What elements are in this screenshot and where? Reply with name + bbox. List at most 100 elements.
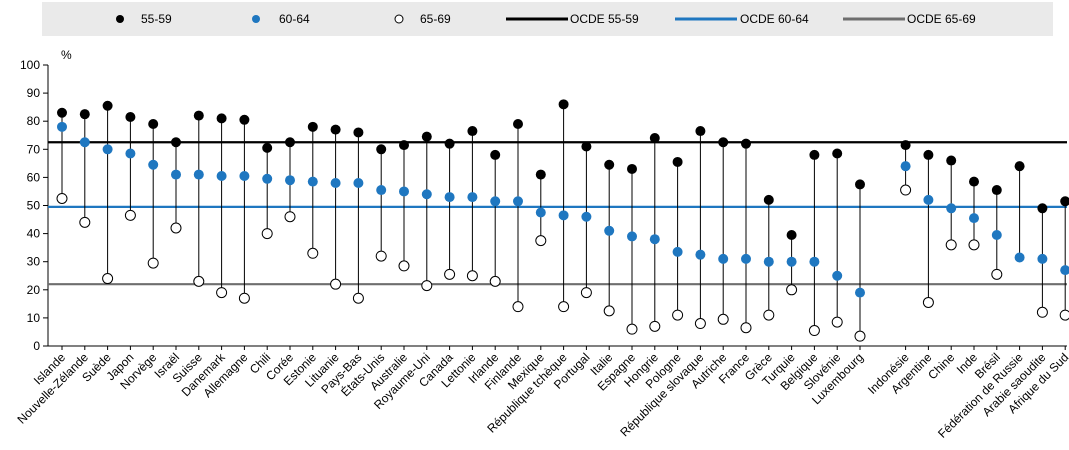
y-tick-label: 70 — [27, 142, 41, 156]
point-65-69 — [102, 273, 114, 285]
point-65-69 — [786, 284, 798, 296]
point-55-59 — [262, 142, 273, 153]
point-65-69 — [307, 247, 319, 259]
point-60-64 — [1037, 253, 1048, 264]
point-60-64 — [262, 173, 273, 184]
point-55-59 — [763, 194, 774, 205]
point-65-69 — [170, 222, 182, 234]
point-60-64 — [490, 196, 501, 207]
point-60-64 — [581, 211, 592, 222]
point-55-59 — [604, 159, 615, 170]
point-60-64 — [741, 253, 751, 264]
point-65-69 — [1036, 306, 1048, 318]
point-55-59 — [399, 140, 409, 151]
point-55-59 — [558, 99, 569, 110]
y-tick-label: 40 — [27, 227, 41, 241]
point-65-69 — [1059, 309, 1069, 321]
y-axis: 0 10 20 30 40 50 60 70 80 90 100 — [20, 58, 49, 353]
point-55-59 — [718, 137, 729, 148]
point-55-59 — [991, 185, 1002, 196]
legend-label-0: 55-59 — [141, 12, 172, 26]
point-65-69 — [626, 323, 638, 335]
point-60-64 — [239, 170, 250, 181]
point-65-69 — [421, 280, 433, 292]
point-55-59 — [239, 114, 250, 125]
point-65-69 — [580, 287, 592, 299]
point-60-64 — [330, 178, 341, 189]
point-55-59 — [809, 149, 820, 160]
point-60-64 — [969, 213, 979, 224]
point-65-69 — [398, 260, 410, 272]
point-55-59 — [672, 156, 683, 167]
y-tick-label: 20 — [27, 283, 41, 297]
point-55-59 — [467, 126, 478, 137]
legend-label-4: OCDE 60-64 — [740, 12, 809, 26]
point-55-59 — [490, 149, 501, 160]
point-65-69 — [261, 228, 273, 240]
point-65-69 — [535, 235, 547, 247]
point-65-69 — [558, 301, 570, 313]
y-tick-label: 60 — [27, 170, 41, 184]
point-65-69 — [193, 275, 205, 287]
point-55-59 — [535, 169, 546, 180]
legend-label-5: OCDE 65-69 — [907, 12, 976, 26]
point-55-59 — [353, 127, 364, 138]
point-55-59 — [444, 138, 455, 149]
point-65-69 — [56, 192, 68, 204]
point-60-64 — [57, 121, 67, 132]
category-label: Chine — [925, 350, 957, 382]
point-55-59 — [786, 230, 797, 241]
point-65-69 — [694, 318, 706, 330]
point-55-59 — [627, 163, 637, 174]
legend-label-2: 65-69 — [420, 12, 451, 26]
point-60-64 — [558, 210, 569, 221]
point-65-69 — [808, 325, 820, 337]
point-65-69 — [352, 292, 364, 304]
point-55-59 — [1037, 203, 1048, 214]
point-65-69 — [79, 216, 91, 228]
stems — [61, 104, 1066, 337]
point-65-69 — [147, 257, 159, 269]
point-65-69 — [717, 313, 729, 325]
markers — [56, 99, 1069, 342]
point-60-64 — [353, 178, 364, 189]
point-65-69 — [603, 305, 615, 317]
y-tick-label: 0 — [33, 339, 40, 353]
point-65-69 — [991, 268, 1003, 280]
point-60-64 — [171, 169, 181, 180]
y-tick-label: 30 — [27, 255, 41, 269]
point-60-64 — [307, 176, 318, 187]
point-60-64 — [148, 159, 159, 170]
point-60-64 — [513, 196, 523, 207]
point-55-59 — [923, 149, 934, 160]
point-55-59 — [1014, 161, 1025, 172]
legend-label-3: OCDE 55-59 — [570, 12, 639, 26]
point-65-69 — [284, 211, 296, 223]
legend-marker-1 — [252, 15, 260, 23]
point-65-69 — [375, 250, 387, 262]
point-65-69 — [854, 330, 866, 342]
point-65-69 — [945, 239, 957, 251]
point-60-64 — [444, 192, 455, 203]
point-55-59 — [741, 138, 751, 149]
point-55-59 — [193, 110, 204, 121]
point-60-64 — [79, 137, 90, 148]
point-65-69 — [124, 209, 136, 221]
point-65-69 — [330, 278, 342, 290]
point-60-64 — [604, 225, 615, 236]
point-60-64 — [1060, 265, 1069, 276]
point-60-64 — [695, 249, 706, 260]
point-55-59 — [946, 155, 957, 166]
point-65-69 — [740, 322, 752, 334]
point-60-64 — [855, 287, 865, 298]
point-65-69 — [444, 268, 456, 280]
point-60-64 — [649, 234, 660, 245]
point-55-59 — [513, 119, 523, 130]
point-55-59 — [148, 119, 159, 130]
point-65-69 — [489, 275, 501, 287]
point-55-59 — [581, 141, 592, 152]
point-60-64 — [467, 192, 478, 203]
y-tick-label: 80 — [27, 114, 41, 128]
point-55-59 — [125, 111, 136, 122]
